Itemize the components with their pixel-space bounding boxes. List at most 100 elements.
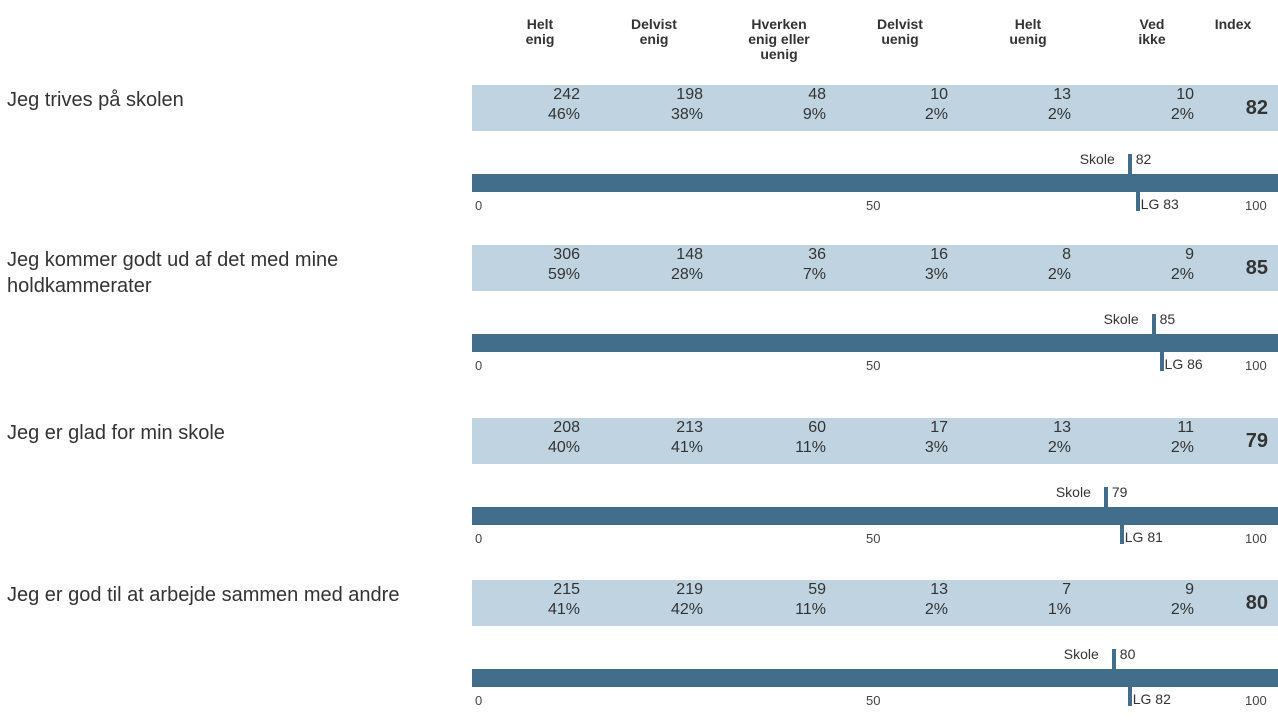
school-marker-label: Skole bbox=[1064, 646, 1099, 662]
answer-cell: 306 59% bbox=[480, 245, 580, 285]
count-value: 9 bbox=[1094, 580, 1194, 600]
column-header-index: Index bbox=[1193, 17, 1273, 32]
answer-cell: 13 2% bbox=[848, 580, 948, 620]
question-label: Jeg er god til at arbejde sammen med and… bbox=[7, 582, 437, 608]
school-marker-label: Skole bbox=[1056, 484, 1091, 500]
percent-value: 2% bbox=[1094, 600, 1194, 620]
scale-tick-max: 100 bbox=[1245, 531, 1267, 546]
percent-value: 2% bbox=[1094, 265, 1194, 285]
percent-value: 38% bbox=[603, 105, 703, 125]
column-header-delvist-enig: Delvist enig bbox=[609, 17, 699, 47]
school-marker bbox=[1112, 649, 1116, 670]
percent-value: 3% bbox=[848, 438, 948, 458]
count-value: 208 bbox=[480, 418, 580, 438]
column-header-helt-uenig: Helt uenig bbox=[983, 17, 1073, 47]
count-value: 16 bbox=[848, 245, 948, 265]
count-value: 213 bbox=[603, 418, 703, 438]
answer-cell: 8 2% bbox=[971, 245, 1071, 285]
count-value: 242 bbox=[480, 85, 580, 105]
answer-cell: 36 7% bbox=[726, 245, 826, 285]
scale-bar bbox=[472, 669, 1278, 687]
percent-value: 2% bbox=[1094, 438, 1194, 458]
count-value: 10 bbox=[848, 85, 948, 105]
scale-tick-min: 0 bbox=[475, 693, 482, 708]
school-marker bbox=[1128, 154, 1132, 175]
scale-tick-max: 100 bbox=[1245, 358, 1267, 373]
percent-value: 41% bbox=[480, 600, 580, 620]
column-header-delvist-uenig: Delvist uenig bbox=[855, 17, 945, 47]
count-value: 11 bbox=[1094, 418, 1194, 438]
answer-cell: 9 2% bbox=[1094, 245, 1194, 285]
scale-tick-mid: 50 bbox=[866, 198, 880, 213]
scale-tick-min: 0 bbox=[475, 198, 482, 213]
answer-cell: 17 3% bbox=[848, 418, 948, 458]
index-value: 79 bbox=[1246, 430, 1268, 453]
answer-cell: 242 46% bbox=[480, 85, 580, 125]
index-value: 85 bbox=[1246, 257, 1268, 280]
answer-cell: 60 11% bbox=[726, 418, 826, 458]
count-value: 60 bbox=[726, 418, 826, 438]
answer-row: 215 41% 219 42% 59 11% 13 2% 7 1% 9 2% 80 bbox=[472, 580, 1278, 626]
column-header-helt-enig: Helt enig bbox=[495, 17, 585, 47]
lg-marker bbox=[1136, 192, 1140, 211]
school-marker-value: 85 bbox=[1160, 311, 1176, 327]
column-header-ved-ikke: Ved ikke bbox=[1107, 17, 1197, 47]
school-marker-label: Skole bbox=[1104, 311, 1139, 327]
percent-value: 11% bbox=[726, 438, 826, 458]
percent-value: 46% bbox=[480, 105, 580, 125]
count-value: 59 bbox=[726, 580, 826, 600]
count-value: 13 bbox=[971, 85, 1071, 105]
school-marker-value: 80 bbox=[1120, 646, 1136, 662]
count-value: 13 bbox=[971, 418, 1071, 438]
count-value: 48 bbox=[726, 85, 826, 105]
percent-value: 28% bbox=[603, 265, 703, 285]
answer-cell: 198 38% bbox=[603, 85, 703, 125]
answer-row: 306 59% 148 28% 36 7% 16 3% 8 2% 9 2% 85 bbox=[472, 245, 1278, 291]
count-value: 8 bbox=[971, 245, 1071, 265]
answer-cell: 10 2% bbox=[1094, 85, 1194, 125]
answer-cell: 148 28% bbox=[603, 245, 703, 285]
answer-cell: 59 11% bbox=[726, 580, 826, 620]
lg-marker-label: LG 86 bbox=[1165, 356, 1203, 372]
lg-marker bbox=[1160, 352, 1164, 371]
answer-cell: 9 2% bbox=[1094, 580, 1194, 620]
scale-tick-min: 0 bbox=[475, 358, 482, 373]
count-value: 215 bbox=[480, 580, 580, 600]
percent-value: 7% bbox=[726, 265, 826, 285]
school-marker-value: 79 bbox=[1112, 484, 1128, 500]
scale-tick-max: 100 bbox=[1245, 198, 1267, 213]
count-value: 17 bbox=[848, 418, 948, 438]
school-marker-label: Skole bbox=[1080, 151, 1115, 167]
answer-cell: 10 2% bbox=[848, 85, 948, 125]
school-marker bbox=[1152, 314, 1156, 335]
percent-value: 41% bbox=[603, 438, 703, 458]
lg-marker-label: LG 83 bbox=[1141, 196, 1179, 212]
answer-cell: 219 42% bbox=[603, 580, 703, 620]
count-value: 10 bbox=[1094, 85, 1194, 105]
lg-marker bbox=[1120, 525, 1124, 544]
answer-cell: 215 41% bbox=[480, 580, 580, 620]
column-header-hverken: Hverken enig eller uenig bbox=[734, 17, 824, 62]
percent-value: 3% bbox=[848, 265, 948, 285]
school-marker bbox=[1104, 487, 1108, 508]
percent-value: 9% bbox=[726, 105, 826, 125]
percent-value: 2% bbox=[848, 600, 948, 620]
lg-marker bbox=[1128, 687, 1132, 706]
answer-cell: 11 2% bbox=[1094, 418, 1194, 458]
count-value: 7 bbox=[971, 580, 1071, 600]
percent-value: 2% bbox=[971, 438, 1071, 458]
scale-tick-mid: 50 bbox=[866, 693, 880, 708]
answer-cell: 13 2% bbox=[971, 85, 1071, 125]
answer-cell: 48 9% bbox=[726, 85, 826, 125]
school-marker-value: 82 bbox=[1136, 151, 1152, 167]
question-label: Jeg kommer godt ud af det med mine holdk… bbox=[7, 247, 437, 299]
count-value: 13 bbox=[848, 580, 948, 600]
scale-tick-max: 100 bbox=[1245, 693, 1267, 708]
percent-value: 2% bbox=[848, 105, 948, 125]
answer-row: 208 40% 213 41% 60 11% 17 3% 13 2% 11 2% 79 bbox=[472, 418, 1278, 464]
index-value: 82 bbox=[1246, 97, 1268, 120]
answer-cell: 13 2% bbox=[971, 418, 1071, 458]
scale-tick-mid: 50 bbox=[866, 358, 880, 373]
count-value: 148 bbox=[603, 245, 703, 265]
scale-bar bbox=[472, 507, 1278, 525]
